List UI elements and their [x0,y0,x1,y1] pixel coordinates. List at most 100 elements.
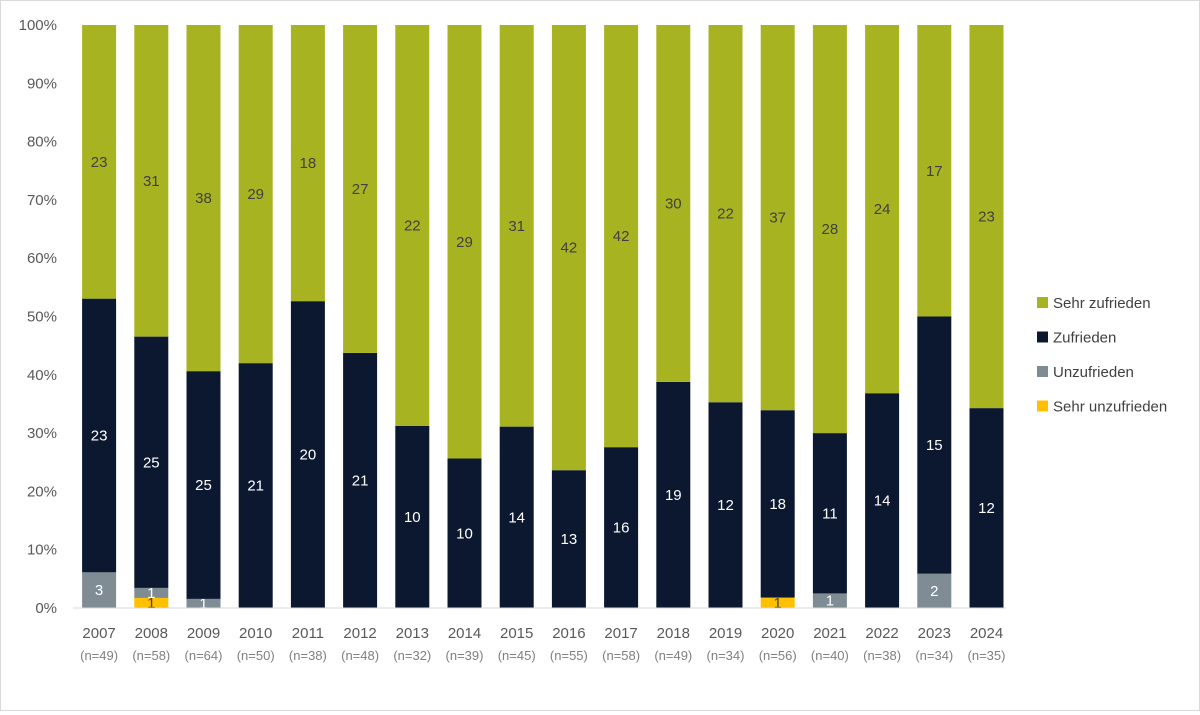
sample-size-label: (n=55) [550,648,588,663]
x-tick-label: 2019 [709,625,742,642]
bar-segment [186,371,221,599]
y-tick-label: 10% [27,542,57,559]
data-label: 17 [926,163,943,180]
y-tick-label: 60% [27,250,57,267]
y-tick-label: 50% [27,309,57,326]
data-label: 1 [199,595,207,612]
data-label: 24 [874,201,891,218]
sample-size-label: (n=45) [498,648,536,663]
data-label: 31 [143,173,160,190]
sample-size-label: (n=50) [237,648,275,663]
bar-segment [865,25,900,394]
x-tick-label: 2008 [135,625,168,642]
x-tick-label: 2010 [239,625,272,642]
data-label: 18 [769,496,786,513]
x-tick-label: 2017 [604,625,637,642]
x-tick-label: 2020 [761,625,794,642]
bar-segment [917,316,952,574]
bar-segment [917,25,952,317]
bar-segment [134,597,169,608]
bar-segment [812,433,847,594]
y-tick-label: 20% [27,483,57,500]
y-tick-label: 80% [27,134,57,151]
x-tick-label: 2015 [500,625,533,642]
sample-size-label: (n=40) [811,648,849,663]
data-label: 37 [769,210,786,227]
data-label: 2 [930,583,938,600]
data-label: 13 [561,531,578,548]
data-label: 14 [874,493,891,510]
bar-segment [238,25,273,364]
sample-size-label: (n=58) [602,648,640,663]
bar-segment [82,572,117,608]
sample-size-label: (n=58) [132,648,170,663]
bar-segment [82,25,117,299]
bar-segment [656,25,691,382]
sample-size-label: (n=56) [759,648,797,663]
bar-segment [290,25,325,302]
data-label: 1 [826,593,834,610]
sample-size-label: (n=48) [341,648,379,663]
legend-swatch [1037,400,1048,412]
bar-segment [760,410,795,598]
data-label: 29 [456,234,473,251]
bar-segment [551,25,586,471]
data-label: 12 [717,497,734,514]
data-label: 29 [247,186,264,203]
data-label: 14 [508,509,525,526]
data-label: 42 [613,228,630,245]
y-tick-label: 100% [19,17,57,34]
sample-size-label: (n=35) [968,648,1006,663]
bar-segment [82,298,117,573]
data-label: 23 [91,154,108,171]
bar-segment [395,425,430,608]
x-tick-label: 2014 [448,625,481,642]
data-label: 16 [613,520,630,537]
bar-segment [134,336,169,588]
legend-swatch [1037,297,1048,308]
bar-segment [447,25,482,459]
bar-segment [343,25,378,353]
x-tick-label: 2011 [292,625,324,642]
bar-segment [760,597,795,608]
bar-segment [290,301,325,608]
bar-segment [708,25,743,403]
data-label: 15 [926,437,943,454]
bar-segment [499,25,534,427]
data-label: 23 [978,209,995,226]
bar-segment [969,408,1004,608]
legend-swatch [1037,331,1048,343]
x-tick-label: 2023 [918,625,951,642]
data-label: 23 [91,427,108,444]
legend-label: Sehr unzufrieden [1053,399,1167,416]
x-tick-label: 2012 [343,625,376,642]
x-tick-label: 2024 [970,625,1003,642]
data-label: 3 [95,582,103,599]
x-axis: 2007 (n=49) 2008 (n=58) 2009 (n=64) 2010 (n=50)… [80,625,1005,663]
sample-size-label: (n=49) [80,648,118,663]
bar-segment [656,381,691,608]
bar-segment [760,25,795,411]
legend-label: Sehr zufrieden [1053,295,1151,312]
y-tick-label: 0% [35,600,57,617]
sample-size-label: (n=32) [393,648,431,663]
data-label: 1 [147,585,155,602]
y-tick-label: 90% [27,75,57,92]
x-tick-label: 2009 [187,625,220,642]
data-label: 25 [195,477,212,494]
sample-size-label: (n=39) [446,648,484,663]
data-label: 21 [247,478,264,495]
bar-segment [186,598,221,608]
data-label: 28 [822,221,839,238]
data-label: 27 [352,181,369,198]
data-label: 12 [978,500,995,517]
y-tick-label: 40% [27,367,57,384]
x-tick-label: 2022 [865,625,898,642]
bar-area: 3232311253112538212920182127102210291431… [82,25,1004,612]
bar-segment [812,25,847,434]
y-tick-label: 70% [27,192,57,209]
data-label: 20 [300,447,317,464]
legend: Sehr zufrieden Zufrieden Unzufrieden Sehr u… [1037,295,1167,416]
